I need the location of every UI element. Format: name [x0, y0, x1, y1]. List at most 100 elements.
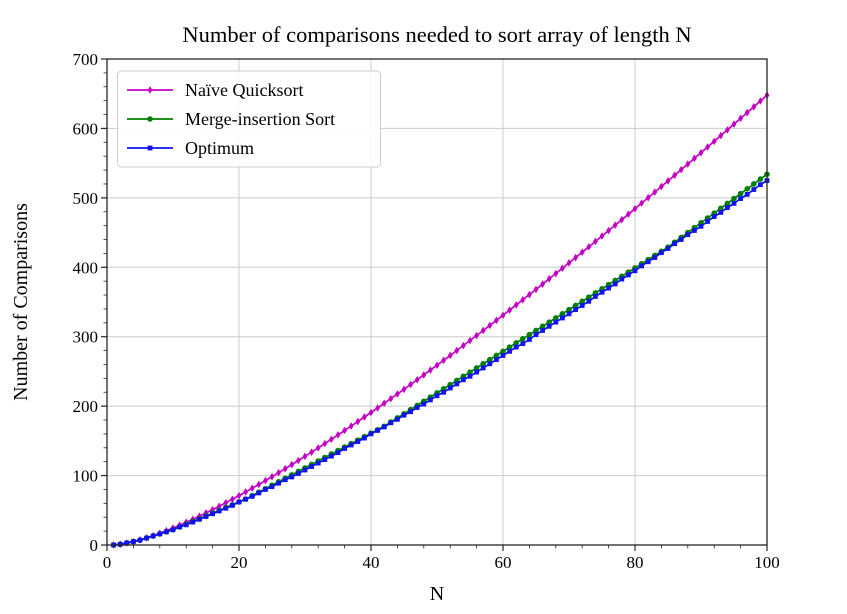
legend-box	[117, 70, 381, 168]
y-tick-label: 500	[73, 189, 99, 208]
marker-thin-diamond	[586, 243, 592, 251]
marker-circle	[718, 205, 724, 212]
marker-thin-diamond	[540, 280, 545, 288]
marker-square	[566, 311, 572, 317]
legend-label-naive-quicksort: Naïve Quicksort	[185, 80, 303, 100]
marker-thin-diamond	[665, 177, 671, 185]
marker-circle	[586, 294, 592, 300]
marker-square	[249, 494, 255, 499]
marker-thin-diamond	[731, 120, 737, 128]
marker-square	[131, 539, 136, 544]
marker-square	[632, 268, 638, 274]
legend-label-merge-insertion-sort: Merge-insertion Sort	[185, 109, 335, 129]
marker-thin-diamond	[678, 165, 684, 174]
marker-circle	[559, 311, 566, 317]
marker-circle	[724, 200, 731, 207]
marker-circle	[553, 315, 559, 321]
marker-square	[553, 319, 559, 325]
marker-circle	[566, 306, 572, 313]
marker-circle	[539, 323, 546, 330]
marker-square	[243, 496, 248, 502]
marker-square	[685, 232, 691, 238]
marker-circle	[579, 298, 585, 305]
chart-render-root: 0 20 40 60 80 100 0 100 200 300 400 500 600 700 Naïve …	[73, 50, 780, 572]
marker-circle	[533, 327, 539, 334]
marker-square	[467, 373, 473, 379]
marker-thin-diamond	[467, 336, 473, 345]
marker-circle	[513, 340, 519, 346]
marker-thin-diamond	[269, 472, 275, 481]
marker-square	[117, 541, 123, 547]
marker-square	[256, 490, 262, 496]
ticks	[101, 58, 768, 551]
marker-square	[428, 397, 433, 403]
marker-thin-diamond	[210, 505, 215, 514]
marker-thin-diamond	[632, 204, 638, 213]
marker-square	[672, 241, 677, 247]
marker-circle	[731, 195, 737, 202]
marker-circle	[737, 190, 744, 197]
marker-thin-diamond	[388, 394, 394, 403]
marker-square	[474, 369, 479, 375]
marker-square	[744, 191, 750, 197]
marker-thin-diamond	[692, 154, 697, 163]
marker-thin-diamond	[147, 86, 153, 94]
marker-thin-diamond	[573, 253, 578, 262]
marker-square	[758, 182, 763, 188]
marker-thin-diamond	[263, 476, 268, 485]
marker-thin-diamond	[612, 221, 618, 229]
marker-thin-diamond	[322, 439, 328, 448]
series-line-naive-quicksort	[113, 94, 768, 546]
marker-square	[540, 328, 545, 333]
marker-thin-diamond	[335, 431, 341, 439]
marker-square	[546, 323, 552, 329]
marker-square	[421, 401, 427, 407]
marker-square	[434, 393, 440, 399]
x-axis-label: N	[430, 583, 444, 605]
marker-thin-diamond	[454, 346, 460, 355]
marker-thin-diamond	[408, 380, 413, 389]
marker-square	[533, 332, 539, 338]
marker-square	[276, 480, 281, 486]
marker-thin-diamond	[652, 188, 658, 196]
marker-thin-diamond	[566, 259, 572, 267]
marker-thin-diamond	[560, 264, 565, 273]
marker-square	[302, 467, 308, 473]
marker-thin-diamond	[645, 193, 651, 202]
marker-square	[461, 377, 466, 383]
marker-square	[678, 237, 684, 242]
marker-thin-diamond	[296, 456, 301, 465]
marker-thin-diamond	[355, 417, 361, 426]
marker-square	[659, 250, 664, 256]
marker-square	[579, 303, 585, 308]
tick-labels: 0 20 40 60 80 100 0 100 200 300 400 500 600 700	[73, 50, 780, 572]
marker-circle	[751, 181, 757, 187]
marker-thin-diamond	[282, 464, 288, 473]
marker-square	[639, 263, 644, 269]
marker-square	[315, 460, 321, 466]
marker-thin-diamond	[276, 468, 281, 477]
marker-square	[414, 405, 420, 410]
marker-thin-diamond	[546, 275, 552, 283]
marker-thin-diamond	[223, 498, 229, 507]
marker-square	[289, 474, 295, 480]
marker-square	[441, 389, 446, 395]
marker-square	[480, 365, 486, 371]
marker-square	[223, 505, 229, 511]
marker-square	[348, 442, 354, 448]
marker-square	[725, 205, 730, 210]
marker-square	[236, 499, 242, 505]
plot-frame	[106, 58, 768, 546]
marker-thin-diamond	[698, 148, 704, 157]
marker-thin-diamond	[513, 301, 519, 309]
marker-thin-diamond	[553, 269, 559, 278]
marker-thin-diamond	[718, 131, 724, 140]
marker-thin-diamond	[659, 182, 664, 191]
x-tick-label: 20	[231, 553, 248, 572]
marker-thin-diamond	[243, 488, 248, 496]
marker-thin-diamond	[348, 422, 354, 430]
marker-square	[718, 210, 724, 215]
y-tick-label: 400	[73, 258, 99, 277]
marker-thin-diamond	[738, 114, 743, 123]
